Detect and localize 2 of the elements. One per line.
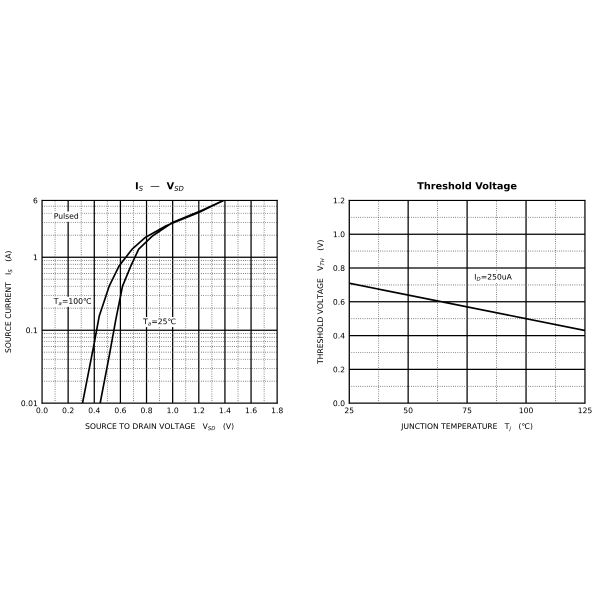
chart-title: I$_{S}$ — V$_{SD}$ (136, 182, 184, 191)
chart-title: Threshold Voltage (417, 182, 517, 192)
